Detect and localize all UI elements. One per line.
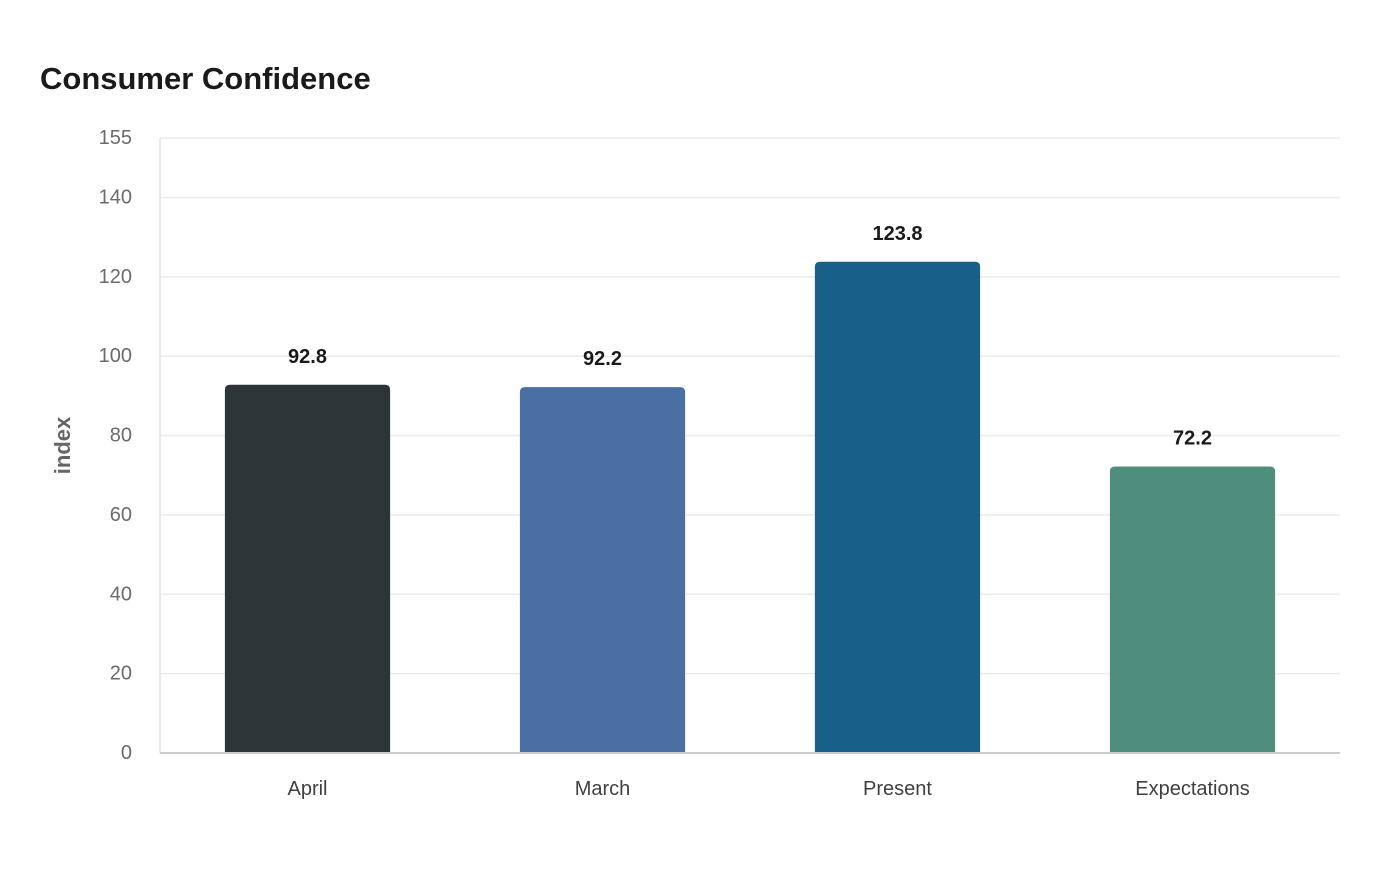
y-tick-label: 60 [110, 504, 132, 526]
y-tick-label: 80 [110, 425, 132, 447]
x-tick-labels: April March Present Expectations [287, 778, 1249, 800]
y-axis-title: index [50, 416, 75, 474]
data-label: 92.2 [583, 348, 622, 370]
y-tick-labels: 0 20 40 60 80 100 120 140 155 [99, 127, 132, 764]
x-tick-label: Present [863, 778, 932, 800]
bar-april [224, 384, 391, 753]
y-tick-label: 100 [99, 345, 132, 367]
x-tick-label: Expectations [1135, 778, 1250, 800]
y-tick-label: 0 [121, 742, 132, 764]
y-tick-label: 40 [110, 583, 132, 605]
chart-title: Consumer Confidence [40, 61, 371, 96]
y-tick-label: 155 [99, 127, 132, 149]
data-label: 72.2 [1173, 428, 1212, 450]
data-label: 123.8 [872, 223, 922, 245]
data-labels: 92.8 92.2 123.8 72.2 [288, 223, 1212, 450]
y-tick-label: 120 [99, 266, 132, 288]
y-tick-label: 20 [110, 663, 132, 685]
x-tick-label: March [575, 778, 631, 800]
y-tick-label: 140 [99, 187, 132, 209]
bars [224, 261, 1276, 753]
data-label: 92.8 [288, 346, 327, 368]
bar-march [519, 387, 686, 753]
bar-present [814, 261, 981, 753]
x-tick-label: April [287, 778, 327, 800]
axes [159, 138, 1340, 754]
bar-expectations [1109, 466, 1276, 753]
